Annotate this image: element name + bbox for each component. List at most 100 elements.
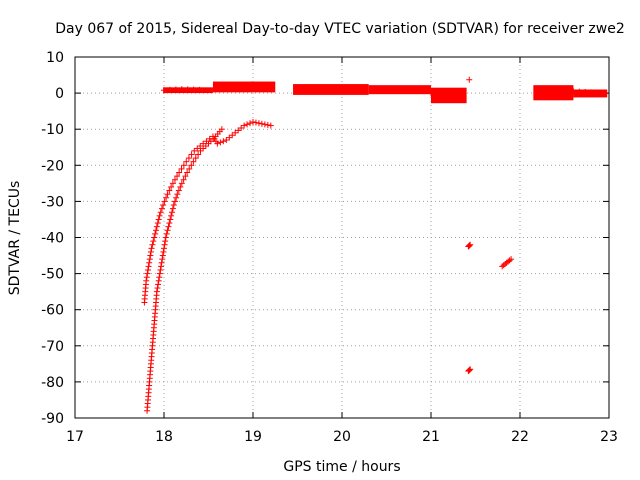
data-point bbox=[160, 248, 167, 255]
data-point bbox=[166, 220, 173, 227]
data-point bbox=[267, 122, 274, 129]
data-point bbox=[165, 223, 172, 230]
data-point bbox=[247, 120, 254, 127]
data-point bbox=[168, 212, 175, 219]
data-point bbox=[178, 86, 185, 93]
data-point bbox=[321, 87, 328, 94]
data-point bbox=[183, 158, 190, 165]
data-point bbox=[180, 176, 187, 183]
data-point bbox=[576, 88, 583, 95]
data-point bbox=[466, 76, 473, 83]
data-point bbox=[250, 118, 256, 125]
data-point bbox=[147, 248, 154, 255]
x-tick-label: 20 bbox=[333, 429, 351, 445]
x-tick-label: 23 bbox=[600, 429, 618, 445]
data-point bbox=[220, 83, 227, 90]
data-point bbox=[172, 86, 179, 93]
data-point bbox=[261, 121, 268, 128]
data-point bbox=[171, 176, 178, 183]
data-point bbox=[467, 241, 474, 248]
x-tick-label: 22 bbox=[511, 429, 529, 445]
data-point bbox=[163, 230, 170, 237]
data-point bbox=[374, 87, 381, 94]
data-point bbox=[171, 198, 178, 205]
data-point bbox=[155, 277, 162, 284]
y-tick-label: -40 bbox=[41, 231, 64, 247]
data-point bbox=[180, 162, 187, 169]
data-point bbox=[169, 209, 176, 216]
x-tick-label: 18 bbox=[155, 429, 173, 445]
y-tick-label: -20 bbox=[41, 158, 64, 174]
data-point bbox=[170, 202, 177, 209]
data-band bbox=[431, 87, 467, 104]
data-point bbox=[508, 256, 515, 263]
y-tick-label: -60 bbox=[41, 303, 64, 319]
data-point bbox=[466, 366, 473, 373]
data-point bbox=[174, 191, 181, 198]
data-point bbox=[188, 151, 195, 158]
data-point bbox=[466, 242, 473, 249]
data-point bbox=[149, 241, 156, 248]
data-point bbox=[214, 140, 221, 147]
data-point bbox=[465, 242, 472, 249]
data-point bbox=[184, 169, 191, 176]
data-point bbox=[155, 216, 162, 223]
data-point bbox=[261, 86, 268, 93]
chart-title: Day 067 of 2015, Sidereal Day-to-day VTE… bbox=[55, 21, 625, 37]
data-point bbox=[570, 88, 577, 95]
data-point bbox=[347, 88, 354, 95]
data-point bbox=[244, 84, 251, 91]
data-point bbox=[177, 183, 184, 190]
data-point bbox=[252, 119, 259, 126]
data-point bbox=[152, 227, 159, 234]
data-point bbox=[401, 86, 408, 93]
data-point bbox=[156, 270, 163, 277]
data-point bbox=[255, 85, 262, 92]
x-tick-label: 21 bbox=[422, 429, 440, 445]
data-point bbox=[188, 162, 195, 169]
data-point bbox=[145, 263, 152, 270]
data-point bbox=[168, 183, 175, 190]
data-point bbox=[153, 288, 160, 295]
data-point bbox=[214, 82, 221, 89]
data-point bbox=[152, 230, 159, 237]
x-axis-label: GPS time / hours bbox=[283, 459, 400, 475]
data-point bbox=[144, 266, 151, 273]
data-point bbox=[163, 194, 170, 201]
x-tick-label: 17 bbox=[66, 429, 84, 445]
data-point bbox=[161, 198, 168, 205]
data-point bbox=[203, 138, 210, 145]
y-tick-label: 10 bbox=[46, 50, 64, 66]
data-point bbox=[159, 252, 166, 259]
data-point bbox=[160, 202, 167, 209]
data-point bbox=[267, 86, 274, 93]
data-point bbox=[195, 151, 202, 158]
data-point bbox=[540, 88, 547, 95]
data-band bbox=[293, 84, 369, 95]
data-point bbox=[157, 266, 164, 273]
y-axis-label: SDTVAR / TECUs bbox=[7, 181, 23, 296]
data-point bbox=[552, 87, 559, 94]
data-point bbox=[166, 187, 173, 194]
data-point bbox=[167, 216, 174, 223]
data-point bbox=[454, 92, 461, 99]
data-point bbox=[169, 180, 176, 187]
data-point bbox=[506, 257, 513, 264]
data-point bbox=[178, 165, 185, 172]
data-point bbox=[255, 120, 262, 127]
data-point bbox=[184, 86, 191, 93]
data-point bbox=[582, 89, 589, 96]
data-point bbox=[146, 259, 153, 266]
data-point bbox=[156, 274, 163, 281]
data-point bbox=[428, 90, 434, 97]
data-point bbox=[217, 139, 224, 146]
data-point bbox=[220, 138, 227, 145]
data-point bbox=[164, 227, 171, 234]
data-point bbox=[144, 270, 151, 277]
data-point bbox=[161, 241, 168, 248]
data-point bbox=[238, 84, 245, 91]
data-point bbox=[164, 191, 171, 198]
data-point bbox=[182, 173, 189, 180]
y-tick-label: -80 bbox=[41, 375, 64, 391]
